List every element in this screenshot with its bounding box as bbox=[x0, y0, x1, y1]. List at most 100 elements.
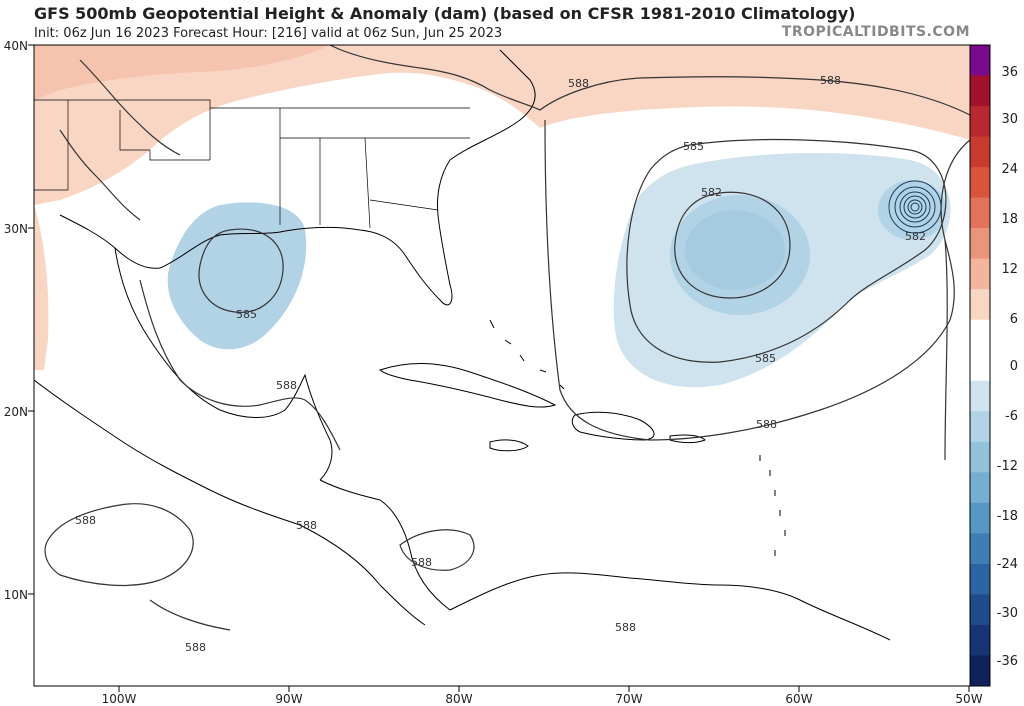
colorbar-label: 30 bbox=[1001, 112, 1018, 127]
contour-label-group: 588 588 585 582 582 585 585 588 588 588 … bbox=[75, 74, 926, 654]
colorbar-label: 0 bbox=[1010, 359, 1018, 374]
contour-label: 588 bbox=[411, 556, 432, 569]
map-background bbox=[34, 45, 970, 686]
colorbar-label: 36 bbox=[1001, 65, 1018, 80]
colorbar-swatch bbox=[970, 319, 990, 351]
contour-588-mexico bbox=[139, 279, 341, 451]
lon-label: 90W bbox=[275, 692, 302, 706]
contour-585-atlantic bbox=[626, 138, 947, 363]
border-6 bbox=[364, 137, 371, 229]
small-low-ring-6 bbox=[910, 202, 920, 212]
colorbar-swatch bbox=[970, 167, 990, 199]
lon-label: 60W bbox=[785, 692, 812, 706]
lat-label: 10N bbox=[4, 588, 28, 602]
map-title: GFS 500mb Geopotential Height & Anomaly … bbox=[34, 4, 856, 23]
contour-588-pacific bbox=[44, 503, 194, 587]
colorbar-swatch bbox=[970, 411, 990, 443]
small-low-ring-4 bbox=[903, 195, 927, 219]
lat-label: 30N bbox=[4, 222, 28, 236]
latitude-axis: 40N 30N 20N 10N bbox=[4, 39, 34, 602]
lesser-antilles bbox=[759, 455, 786, 556]
colorbar-label: -12 bbox=[997, 459, 1018, 474]
colorbar-swatch bbox=[970, 563, 990, 595]
lat-label: 40N bbox=[4, 39, 28, 53]
coastlines bbox=[33, 49, 891, 641]
contour-label: 588 bbox=[296, 519, 317, 532]
small-low-ring-3 bbox=[899, 191, 931, 223]
border-8 bbox=[369, 199, 439, 211]
height-contours bbox=[44, 44, 971, 631]
central-america-coastline bbox=[319, 479, 451, 611]
border-1 bbox=[34, 99, 211, 160]
contour-588-north bbox=[329, 44, 971, 116]
lon-label: 100W bbox=[102, 692, 137, 706]
colorbar-swatch bbox=[970, 350, 990, 382]
colorbar-swatch bbox=[970, 258, 990, 290]
colorbar-swatch bbox=[970, 75, 990, 107]
colorbar-label: 18 bbox=[1001, 212, 1018, 227]
colorbar-frame bbox=[969, 44, 991, 687]
contour-label: 585 bbox=[755, 352, 776, 365]
small-low-ring-2 bbox=[894, 186, 936, 228]
positive-anomaly-north bbox=[34, 45, 970, 205]
colorbar-label: -36 bbox=[997, 654, 1018, 669]
longitude-axis: 100W 90W 80W 70W 60W 50W bbox=[102, 686, 983, 706]
contour-585-gulf bbox=[198, 228, 284, 313]
anomaly-shading bbox=[34, 45, 970, 388]
small-low-contours bbox=[888, 180, 942, 234]
us-coastline bbox=[59, 49, 536, 306]
contour-label: 588 bbox=[75, 514, 96, 527]
contour-582-atlantic bbox=[674, 191, 791, 299]
colorbar-swatch bbox=[970, 380, 990, 412]
colorbar-label: 6 bbox=[1010, 312, 1018, 327]
brand-label: TROPICALTIDBITS.COM bbox=[781, 24, 970, 40]
colorbar-label: 24 bbox=[1001, 162, 1018, 177]
south-america-coastline bbox=[449, 572, 891, 641]
jamaica bbox=[489, 439, 529, 452]
colorbar bbox=[969, 44, 991, 687]
contour-label: 588 bbox=[756, 418, 777, 431]
contour-588-caribbean bbox=[399, 529, 475, 571]
mexico-coastline bbox=[114, 247, 333, 481]
lon-label: 80W bbox=[445, 692, 472, 706]
contour-label: 585 bbox=[236, 308, 257, 321]
contour-588-far-east bbox=[944, 239, 948, 461]
lon-label: 70W bbox=[615, 692, 642, 706]
colorbar-swatch bbox=[970, 624, 990, 656]
colorbar-swatch bbox=[970, 533, 990, 565]
contour-label: 585 bbox=[683, 140, 704, 153]
negative-anomaly-atlantic-center bbox=[685, 210, 785, 290]
small-low-ring-1 bbox=[888, 180, 942, 234]
positive-anomaly-northwest bbox=[34, 45, 330, 100]
colorbar-swatch bbox=[970, 594, 990, 626]
border-2 bbox=[119, 110, 150, 151]
contour-588-east bbox=[544, 119, 971, 441]
colorbar-swatch bbox=[970, 502, 990, 534]
small-low-ring-5 bbox=[907, 199, 923, 215]
colorbar-label: -6 bbox=[1005, 409, 1018, 424]
pacific-coastline bbox=[33, 379, 426, 626]
colorbar-labels: 36 30 24 18 12 6 0 -6 -12 -18 -24 -30 -3… bbox=[997, 65, 1018, 669]
bahamas bbox=[489, 319, 565, 390]
colorbar-label: -30 bbox=[997, 606, 1018, 621]
positive-anomaly-west bbox=[34, 205, 49, 370]
colorbar-swatch bbox=[970, 472, 990, 504]
contour-west-1 bbox=[59, 129, 141, 221]
contour-588-pacific-south bbox=[149, 599, 231, 631]
colorbar-label: 12 bbox=[1001, 262, 1018, 277]
contour-label: 582 bbox=[905, 230, 926, 243]
contour-west-2 bbox=[79, 59, 181, 156]
colorbar-label: -24 bbox=[997, 557, 1018, 572]
colorbar-swatch bbox=[970, 106, 990, 138]
lat-label: 20N bbox=[4, 405, 28, 419]
contour-label: 588 bbox=[185, 641, 206, 654]
colorbar-swatch bbox=[970, 136, 990, 168]
contour-label: 588 bbox=[820, 74, 841, 87]
colorbar-swatch bbox=[970, 228, 990, 260]
colorbar-swatch bbox=[970, 441, 990, 473]
colorbar-label: -18 bbox=[997, 509, 1018, 524]
contour-label: 588 bbox=[276, 379, 297, 392]
colorbar-swatch bbox=[970, 45, 990, 77]
colorbar-swatch bbox=[970, 289, 990, 321]
